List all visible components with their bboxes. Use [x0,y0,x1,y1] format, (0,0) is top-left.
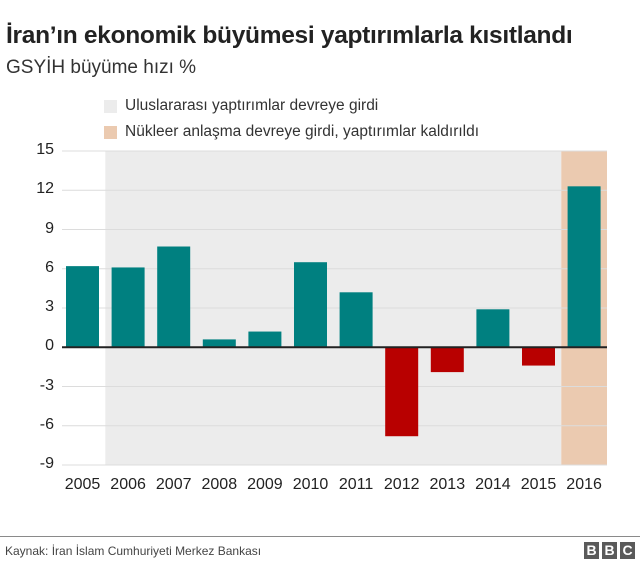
bar-chart [62,150,607,466]
bar-2012 [385,347,419,437]
bar-2009 [248,331,282,348]
x-tick-label: 2012 [383,476,420,493]
y-tick-label: 3 [45,298,54,315]
y-tick-label: 15 [36,141,54,158]
legend: Uluslararası yaptırımlar devreye girdi N… [104,93,479,145]
x-tick-label: 2007 [155,476,192,493]
x-tick-label: 2005 [64,476,101,493]
x-tick-label: 2009 [247,476,283,493]
bar-2005 [66,266,99,348]
legend-swatch-nuclear-deal [104,125,117,139]
bar-2015 [522,347,555,366]
x-tick-label: 2014 [475,476,511,493]
footer-divider [0,536,640,537]
legend-label-nuclear-deal: Nükleer anlaşma devreye girdi, yaptırıml… [125,123,480,140]
bar-2008 [202,339,236,348]
y-tick-label: 0 [45,337,54,355]
legend-item-nuclear-deal: Nükleer anlaşma devreye girdi, yaptırıml… [104,119,479,145]
legend-label-sanctions: Uluslararası yaptırımlar devreye girdi [125,97,379,114]
legend-swatch-sanctions [104,99,117,113]
source-note: Kaynak: İran İslam Cumhuriyeti Merkez Ba… [5,544,262,558]
y-tick-label: 12 [36,180,54,198]
x-tick-label: 2011 [338,476,374,493]
x-tick-label: 2016 [566,476,602,493]
bar-2013 [430,347,464,373]
bbc-logo-letter: B [584,542,599,559]
y-tick-label: -9 [39,455,54,472]
bbc-logo-letter: C [620,542,635,559]
bar-2006 [111,267,145,348]
x-tick-label: 2006 [110,476,146,493]
x-tick-label: 2013 [429,476,466,493]
legend-item-sanctions: Uluslararası yaptırımlar devreye girdi [104,93,479,119]
bbc-logo: B B C [584,542,635,559]
bar-2014 [476,309,510,348]
bar-2011 [339,292,373,348]
bar-2007 [157,246,191,348]
bbc-logo-letter: B [602,542,617,559]
y-tick-label: -3 [39,376,54,394]
bar-2010 [294,262,327,348]
chart-title: İran’ın ekonomik büyümesi yaptırımlarla … [6,22,573,49]
bar-2016 [567,186,601,348]
x-tick-label: 2015 [520,476,557,493]
chart-subtitle: GSYİH büyüme hızı % [6,57,197,78]
y-tick-label: 6 [45,258,54,276]
y-tick-label: -6 [39,415,54,433]
y-tick-label: 9 [45,219,54,237]
x-tick-label: 2010 [292,476,329,493]
x-tick-label: 2008 [201,476,238,493]
